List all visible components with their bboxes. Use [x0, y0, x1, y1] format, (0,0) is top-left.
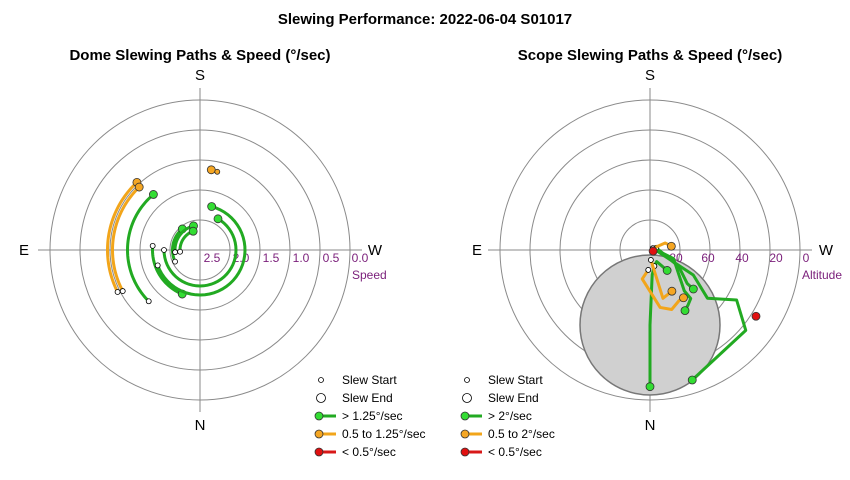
dome-tick-label-2: 1.5: [263, 251, 280, 265]
scope-legend-swatch-2: [460, 411, 470, 421]
scope-slew-end-3: [688, 284, 698, 294]
scope-legend-swatch-1: [462, 393, 472, 403]
dome-compass-s: S: [195, 67, 205, 84]
dome-legend-label-0: Slew Start: [342, 373, 397, 387]
dome-legend-swatch-1: [316, 393, 326, 403]
scope-legend-swatch-3: [460, 429, 470, 439]
dome-slew-start-7: [172, 249, 178, 256]
dome-slew-arc-3: [151, 245, 183, 296]
dome-legend-label-4: < 0.5°/sec: [342, 445, 396, 459]
scope-slew-path-2: [652, 247, 748, 382]
dome-compass-e: E: [19, 242, 29, 259]
scope-slew-paths: [640, 241, 761, 392]
scope-radial-axis-label: Altitude: [802, 268, 842, 282]
dome-chart-title: Dome Slewing Paths & Speed (°/sec): [69, 47, 330, 64]
dome-slew-arc-5: [162, 217, 238, 288]
scope-slow-end-1: [751, 311, 761, 321]
scope-slew-end-4: [680, 306, 690, 316]
dome-point-start-0: [214, 168, 221, 175]
scope-legend-label-3: 0.5 to 2°/sec: [488, 427, 555, 441]
dome-tick-label-4: 0.5: [323, 251, 340, 265]
scope-legend-label-0: Slew Start: [488, 373, 543, 387]
dome-tick-label-3: 1.0: [293, 251, 310, 265]
dome-slew-start-4: [154, 262, 161, 269]
dome-slew-arc-2: [125, 193, 155, 303]
dome-slew-start-1: [119, 288, 126, 294]
dome-slew-start-3: [149, 242, 156, 249]
dome-legend-label-2: > 1.25°/sec: [342, 409, 403, 423]
dome-legend-swatch-4: [314, 447, 324, 457]
dome-compass-w: W: [368, 242, 383, 259]
scope-slew-end-6: [667, 286, 677, 296]
scope-slew-end-0: [645, 382, 655, 392]
scope-legend-label-2: > 2°/sec: [488, 409, 532, 423]
dome-slew-arc-1: [111, 185, 141, 292]
figure-title: Slewing Performance: 2022-06-04 S01017: [278, 11, 572, 28]
scope-slew-path-0: [648, 265, 656, 387]
scope-slew-start-5: [645, 267, 652, 273]
dome-slew-start-8: [177, 248, 183, 255]
dome-radial-axis-label: Speed: [352, 268, 387, 282]
dome-legend: Slew Start Slew End > 1.25°/sec 0.5 to 1.25…: [314, 373, 426, 459]
dome-legend-swatch-3: [314, 429, 324, 439]
dome-polar-chart: Dome Slewing Paths & Speed (°/sec) S N E…: [19, 47, 426, 459]
scope-tick-label-1: 60: [701, 251, 715, 265]
scope-slew-path-4: [652, 246, 693, 312]
dome-legend-label-3: 0.5 to 1.25°/sec: [342, 427, 426, 441]
scope-slew-end-7: [666, 241, 676, 251]
scope-compass-n: N: [645, 417, 656, 434]
scope-chart-title: Scope Slewing Paths & Speed (°/sec): [518, 47, 782, 64]
dome-slew-arc-0: [106, 181, 138, 293]
scope-slow-end-0: [648, 246, 658, 256]
dome-tick-label-0: 2.5: [204, 251, 221, 265]
scope-slew-start-6: [647, 257, 654, 263]
scope-legend-label-1: Slew End: [488, 391, 539, 405]
scope-legend-swatch-4: [460, 447, 470, 457]
dome-slew-start-2: [145, 298, 152, 305]
dome-compass-n: N: [195, 417, 206, 434]
scope-polar-chart: Scope Slewing Paths & Speed (°/sec) S N …: [460, 47, 842, 459]
dome-legend-label-1: Slew End: [342, 391, 393, 405]
scope-slew-end-2: [687, 375, 697, 385]
scope-slew-end-1: [662, 266, 672, 275]
scope-legend-swatch-0: [464, 377, 470, 383]
dome-point-end-0: [206, 165, 216, 175]
scope-radial-ticks: 80 60 40 20 0: [669, 251, 809, 265]
scope-tick-label-4: 0: [803, 251, 810, 265]
dome-slew-paths: [106, 165, 247, 305]
dome-slew-end-4: [207, 202, 217, 211]
dome-slew-start-6: [172, 258, 178, 265]
dome-slew-start-5: [161, 247, 167, 253]
dome-slew-arc-4: [156, 205, 247, 297]
scope-legend: Slew Start Slew End > 2°/sec 0.5 to 2°/sec <…: [460, 373, 555, 459]
dome-tick-label-5: 0.0: [352, 251, 369, 265]
dome-grid: [38, 88, 362, 412]
dome-legend-swatch-0: [318, 377, 324, 383]
scope-compass-w: W: [819, 242, 834, 259]
scope-tick-label-2: 40: [735, 251, 749, 265]
dome-slew-arc-6: [171, 227, 184, 263]
scope-compass-s: S: [645, 67, 655, 84]
dome-slew-end-1: [134, 182, 144, 192]
scope-tick-label-3: 20: [769, 251, 783, 265]
dome-slew-end-5: [213, 214, 223, 224]
dome-slew-arc-7: [173, 224, 194, 253]
dome-slew-start-0: [114, 289, 121, 295]
scope-slew-end-5: [679, 293, 688, 303]
scope-legend-label-4: < 0.5°/sec: [488, 445, 542, 459]
dome-slew-end-8: [188, 226, 198, 236]
dome-slew-end-2: [148, 190, 158, 199]
scope-compass-e: E: [472, 242, 482, 259]
dome-legend-swatch-2: [314, 411, 324, 421]
